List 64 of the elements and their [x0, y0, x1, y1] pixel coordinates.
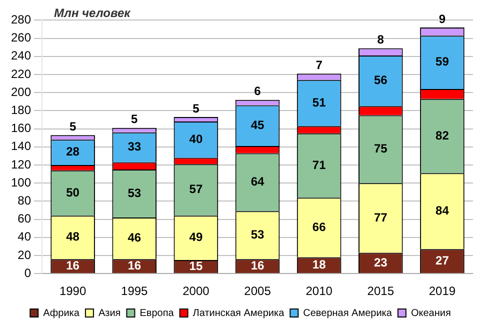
- legend-label: Европа: [140, 308, 174, 319]
- data-label: 16: [128, 258, 142, 272]
- data-label: 5: [69, 119, 76, 134]
- data-label: 7: [316, 58, 323, 72]
- x-tick-label: 1990: [59, 284, 86, 298]
- data-label: 59: [436, 54, 450, 69]
- legend-label: Африка: [43, 308, 80, 319]
- data-label: 57: [189, 182, 203, 196]
- data-label: 49: [189, 230, 203, 244]
- y-tick-label: 140: [10, 139, 32, 154]
- y-tick-label: 240: [10, 48, 32, 63]
- data-label: 51: [312, 95, 326, 110]
- data-label: 84: [436, 203, 450, 218]
- x-tick-label: 2015: [367, 284, 394, 298]
- x-tick-label: 2010: [306, 284, 333, 298]
- data-label: 64: [250, 174, 265, 189]
- data-label: 8: [377, 32, 384, 47]
- data-label: 66: [312, 220, 326, 234]
- data-label: 45: [250, 118, 265, 132]
- legend-label: Латинская Америка: [192, 308, 285, 319]
- x-tick-label: 1995: [121, 284, 148, 298]
- data-label: 28: [66, 144, 80, 159]
- x-tick-label: 2019: [428, 284, 456, 298]
- data-label: 6: [254, 84, 262, 98]
- data-label: 77: [374, 210, 388, 224]
- y-tick-label: 40: [18, 230, 32, 244]
- data-label: 48: [66, 230, 80, 244]
- legend-label: Северная Америка: [303, 308, 392, 319]
- y-tick-label: 80: [18, 194, 32, 208]
- y-tick-label: 60: [18, 212, 32, 226]
- data-label: 23: [374, 255, 388, 270]
- legend-label: Азия: [98, 308, 121, 319]
- data-label: 16: [66, 258, 80, 272]
- y-tick-label: 20: [18, 248, 32, 262]
- y-tick-label: 100: [10, 175, 32, 190]
- data-label: 5: [131, 112, 138, 126]
- data-label: 75: [374, 141, 388, 156]
- data-label: 82: [436, 128, 450, 142]
- data-label: 15: [189, 258, 203, 273]
- y-tick-label: 220: [10, 66, 32, 81]
- y-tick-label: 120: [10, 157, 32, 172]
- y-tick-label: 180: [10, 103, 32, 118]
- y-tick-label: 0: [24, 266, 32, 280]
- legend-label: Океания: [410, 308, 451, 319]
- y-tick-label: 200: [10, 84, 32, 99]
- y-tick-label: 260: [10, 30, 32, 45]
- data-label: 71: [312, 158, 326, 172]
- x-tick-label: 2005: [244, 284, 272, 298]
- data-label: 27: [436, 253, 450, 268]
- y-tick-label: 160: [10, 121, 32, 136]
- data-label: 56: [374, 73, 388, 88]
- data-label: 33: [128, 140, 142, 154]
- data-label: 16: [250, 258, 265, 272]
- x-tick-label: 2000: [182, 284, 210, 298]
- data-label: 53: [128, 186, 142, 200]
- data-label: 18: [312, 258, 326, 272]
- data-label: 50: [66, 185, 80, 200]
- y-tick-label: 280: [10, 12, 32, 27]
- data-label: 5: [192, 101, 200, 116]
- data-label: 9: [438, 12, 446, 26]
- data-label: 46: [128, 230, 142, 245]
- data-label: 40: [189, 132, 203, 146]
- y-axis-title: Млн человек: [54, 6, 130, 20]
- data-label: 53: [250, 227, 265, 242]
